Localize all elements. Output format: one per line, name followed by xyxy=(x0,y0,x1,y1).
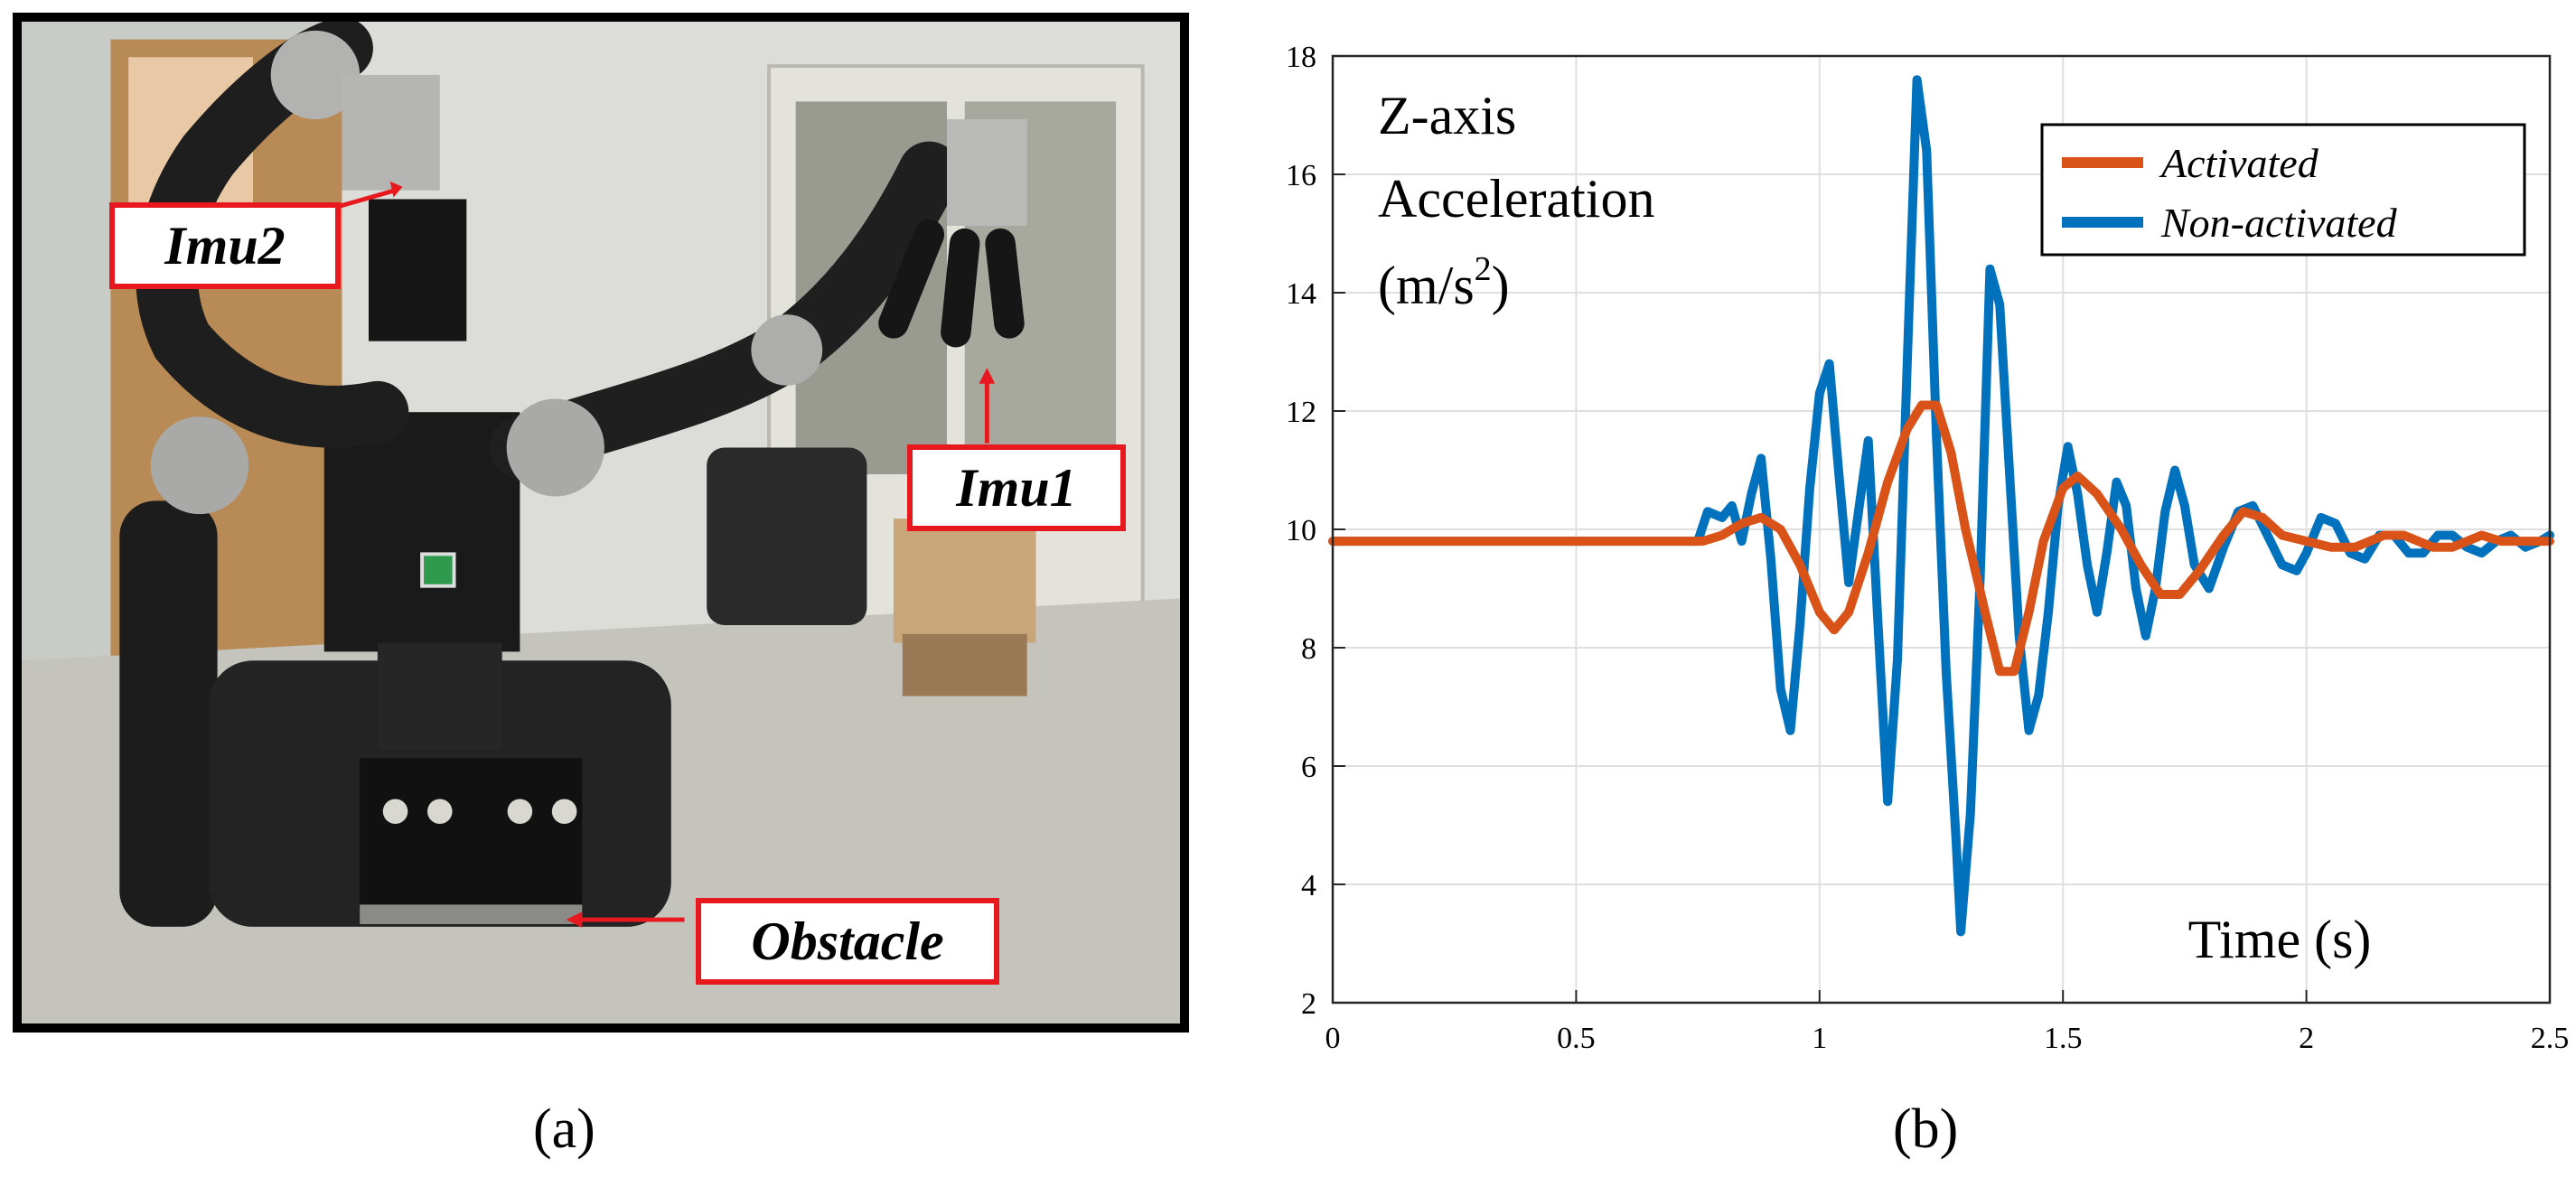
y-tick-label: 8 xyxy=(1301,632,1316,666)
y-tick-label: 2 xyxy=(1301,987,1316,1021)
ylabel-unit: (m/s xyxy=(1378,256,1475,315)
series-line-non-activated xyxy=(1328,75,2554,937)
y-tick-label: 6 xyxy=(1301,751,1316,784)
legend-label-activated: Activated xyxy=(2159,140,2319,186)
ylabel-line-2: Acceleration xyxy=(1378,169,1654,229)
y-tick-label: 4 xyxy=(1301,869,1316,902)
legend: Activated Non-activated xyxy=(2040,123,2526,257)
ylabel-unit-exponent: 2 xyxy=(1475,250,1492,288)
plot-frame xyxy=(1331,54,2552,1005)
x-tick-label: 1 xyxy=(1812,1022,1827,1055)
legend-label-non-activated: Non-activated xyxy=(2160,200,2398,246)
x-tick-label: 2.5 xyxy=(2531,1022,2570,1055)
x-tick-label: 2 xyxy=(2299,1022,2314,1055)
x-tick-label: 0 xyxy=(1325,1022,1341,1055)
caption-a: (a) xyxy=(533,1098,595,1160)
imu1-callout: Imu1 xyxy=(907,444,1126,531)
series-line-activated xyxy=(1328,400,2554,677)
obstacle-callout: Obstacle xyxy=(696,898,999,985)
acceleration-chart: 0 0.5 1 1.5 2 2.5 2 4 6 8 10 12 14 16 18 Z-axis Accele… xyxy=(1286,41,2569,1055)
ylabel-line-3: (m/s2) xyxy=(1378,250,1510,315)
x-tick-label: 1.5 xyxy=(2044,1022,2083,1055)
ylabel-unit-close: ) xyxy=(1492,256,1510,315)
tick-labels: 0 0.5 1 1.5 2 2.5 2 4 6 8 10 12 14 16 18 xyxy=(1286,41,2569,1055)
series-lines xyxy=(1328,75,2554,937)
ylabel-line-1: Z-axis xyxy=(1378,86,1516,145)
robot-photo: Imu2 Imu1 Obstacle xyxy=(13,13,1189,1033)
y-tick-label: 18 xyxy=(1286,41,1316,74)
caption-b: (b) xyxy=(1893,1098,1959,1160)
imu2-callout: Imu2 xyxy=(109,202,341,289)
legend-box xyxy=(2040,123,2526,257)
robot-photo-illustration xyxy=(22,22,1180,1023)
y-tick-label: 14 xyxy=(1286,277,1316,311)
x-tick-label: 0.5 xyxy=(1557,1022,1596,1055)
y-tick-label: 12 xyxy=(1286,396,1316,429)
xlabel: Time (s) xyxy=(2188,910,2372,969)
y-tick-label: 16 xyxy=(1286,159,1316,192)
y-tick-label: 10 xyxy=(1286,514,1316,547)
